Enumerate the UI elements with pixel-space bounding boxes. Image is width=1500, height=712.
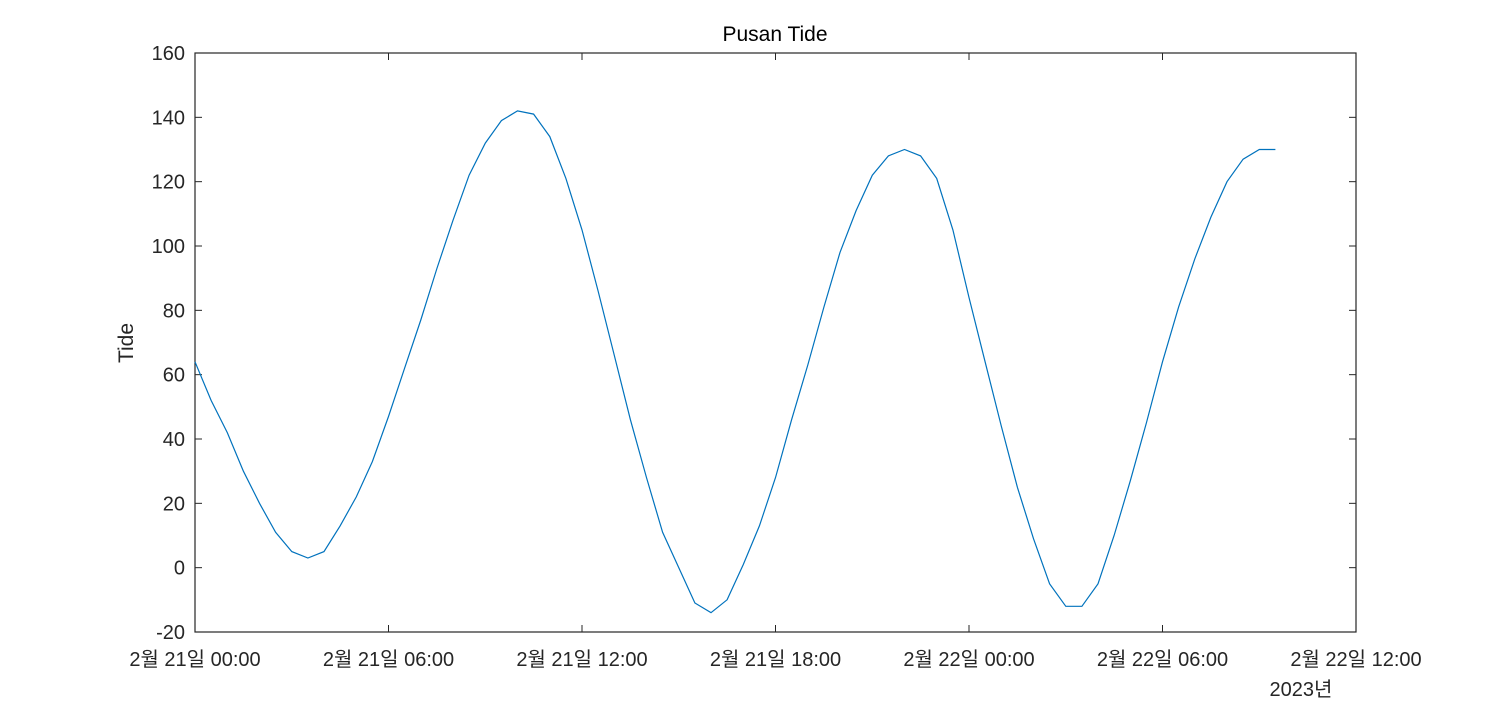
y-tick-label: 80: [163, 300, 185, 322]
x-tick-label: 2월 22일 06:00: [1097, 648, 1228, 671]
x-axis-year-label: 2023년: [1270, 678, 1333, 701]
x-tick-label: 2월 21일 00:00: [129, 648, 260, 671]
y-tick-label: 100: [152, 236, 185, 258]
y-tick-label: 160: [152, 43, 185, 65]
x-tick-label: 2월 22일 00:00: [903, 648, 1034, 671]
y-tick-label: 120: [152, 172, 185, 194]
x-tick-label: 2월 21일 18:00: [710, 648, 841, 671]
x-tick-label: 2월 21일 12:00: [516, 648, 647, 671]
x-tick-label: 2월 21일 06:00: [323, 648, 454, 671]
y-tick-label: 40: [163, 429, 185, 451]
x-axis: 2월 21일 00:00 2월 21일 06:00 2월 21일 12:00 2월 2…: [129, 53, 1422, 671]
y-tick-label: 0: [174, 558, 185, 580]
y-tick-label: -20: [156, 622, 185, 644]
x-tick-label: 2월 22일 12:00: [1290, 648, 1421, 671]
y-axis: -20 0 20 40 60 80 100 120 140 160: [152, 43, 1356, 644]
y-tick-label: 20: [163, 493, 185, 515]
y-axis-label: Tide: [115, 323, 138, 363]
y-tick-label: 140: [152, 107, 185, 129]
tide-series-line: [194, 110, 1276, 614]
chart-title: Pusan Tide: [722, 23, 827, 46]
y-tick-label: 60: [163, 365, 185, 387]
plot-area-frame: [194, 52, 1357, 633]
